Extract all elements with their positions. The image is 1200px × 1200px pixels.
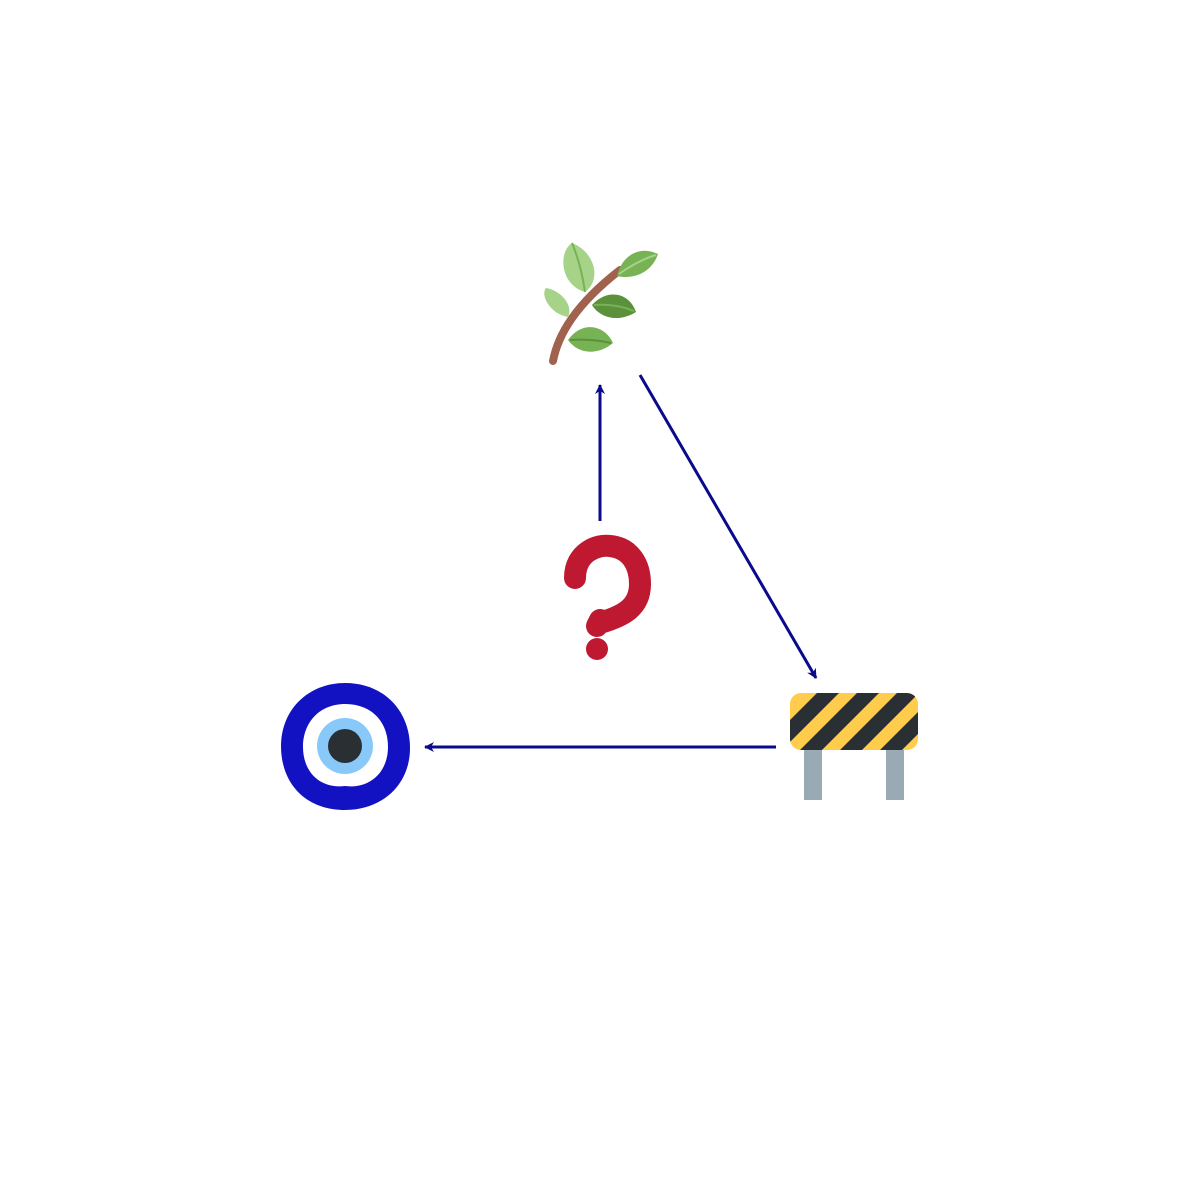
edges — [424, 374, 818, 752]
edge-leaf-to-barrier — [638, 374, 818, 679]
red-question-mark-icon — [564, 534, 652, 660]
leafy-branch-icon — [544, 242, 658, 365]
nazar-amulet-icon — [281, 683, 410, 810]
construction-barrier-icon — [790, 693, 918, 800]
